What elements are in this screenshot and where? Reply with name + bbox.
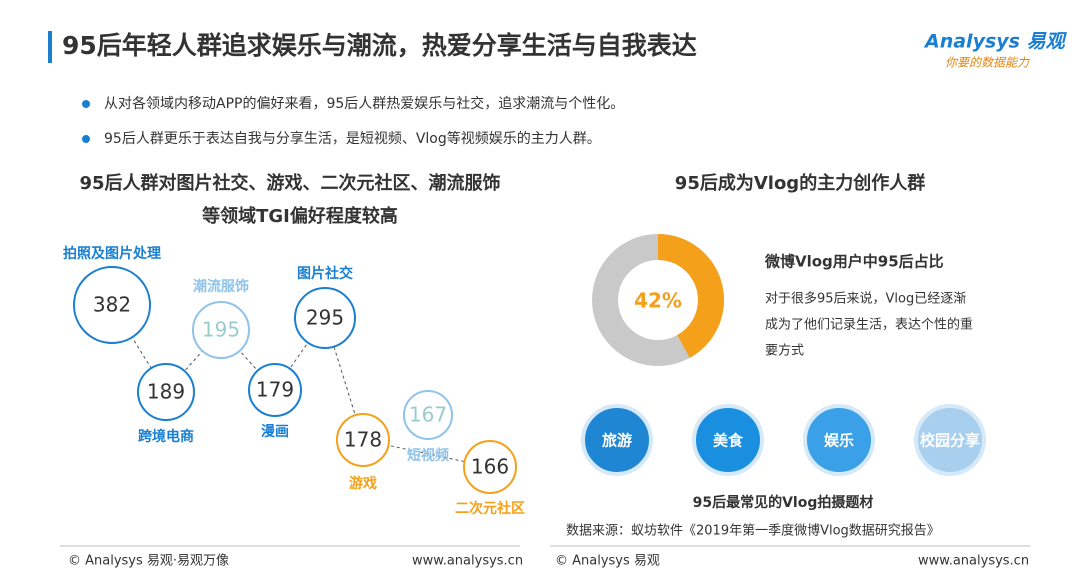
bubble	[192, 301, 250, 359]
bubble	[73, 266, 151, 344]
bubble-label: 漫画	[261, 423, 289, 440]
left-heading: 95后人群对图片社交、游戏、二次元社区、潮流服饰	[79, 172, 500, 194]
title-bar	[48, 31, 52, 63]
slogan: 你要的数据能力	[945, 56, 1030, 70]
bubble-value: 189	[147, 380, 185, 404]
paragraph-line: 对于很多95后来说，Vlog已经逐渐	[765, 291, 966, 307]
bubble	[403, 390, 453, 440]
topic-label: 校园分享	[920, 432, 980, 450]
bullet-dot	[82, 135, 90, 143]
footer-copyright: © Analysys 易观	[555, 554, 660, 569]
bubble-label: 跨境电商	[138, 428, 194, 445]
paragraph-line: 成为了他们记录生活，表达个性的重	[765, 317, 973, 333]
bubble-label: 游戏	[349, 475, 377, 492]
donut-label: 42%	[634, 289, 682, 313]
bubble	[137, 363, 195, 421]
title: 95后年轻人群追求娱乐与潮流，热爱分享生活与自我表达	[62, 31, 697, 60]
bubble	[294, 287, 356, 349]
paragraph-line: 要方式	[765, 343, 804, 359]
donut-arc	[658, 234, 725, 358]
topic-circle	[914, 404, 986, 476]
bubble-label: 二次元社区	[455, 500, 525, 517]
logo: Analysys 易观	[923, 31, 1068, 53]
topic-label: 旅游	[602, 432, 632, 450]
bubble-value: 195	[202, 318, 240, 342]
bubble-label: 图片社交	[297, 265, 353, 282]
source: 数据来源：蚁坊软件《2019年第一季度微博Vlog数据研究报告》	[566, 523, 940, 539]
bubble-value: 167	[409, 403, 447, 427]
bullet: 95后人群更乐于表达自我与分享生活，是短视频、Vlog等视频娱乐的主力人群。	[104, 130, 601, 147]
bubble-diagram: 382 拍照及图片处理 195 潮流服饰 295 图片社交 189 跨境电商 179 漫画 178 游…	[63, 245, 525, 517]
footer-url: www.analysys.cn	[412, 554, 523, 569]
footer-copyright: © Analysys 易观·易观万像	[68, 554, 229, 569]
topic-circle	[803, 404, 875, 476]
topic-label: 美食	[713, 432, 744, 450]
topics: 旅游 美食 娱乐 校园分享	[581, 404, 986, 476]
bullet-dot	[82, 100, 90, 108]
bubble	[463, 440, 517, 494]
bubble-value: 178	[344, 428, 382, 452]
left-heading: 等领域TGI偏好程度较高	[202, 205, 398, 227]
bubble-value: 382	[93, 293, 131, 317]
bubble-label: 短视频	[407, 447, 449, 464]
bubble	[336, 413, 390, 467]
topic-label: 娱乐	[824, 432, 854, 450]
right-heading: 95后成为Vlog的主力创作人群	[675, 172, 925, 194]
footer-url: www.analysys.cn	[918, 554, 1029, 569]
bubble-value: 295	[306, 306, 344, 330]
caption: 95后最常见的Vlog拍摄题材	[693, 494, 874, 511]
topic-circle	[692, 404, 764, 476]
bubble	[248, 363, 302, 417]
topic-circle	[581, 404, 653, 476]
bubble-label: 拍照及图片处理	[63, 245, 161, 262]
bubble-value: 179	[256, 378, 294, 402]
bubble-label: 潮流服饰	[193, 278, 249, 295]
bullet: 从对各领域内移动APP的偏好来看，95后人群热爱娱乐与社交，追求潮流与个性化。	[104, 95, 624, 112]
donut-title: 微博Vlog用户中95后占比	[764, 253, 944, 271]
bubble-value: 166	[471, 455, 509, 479]
